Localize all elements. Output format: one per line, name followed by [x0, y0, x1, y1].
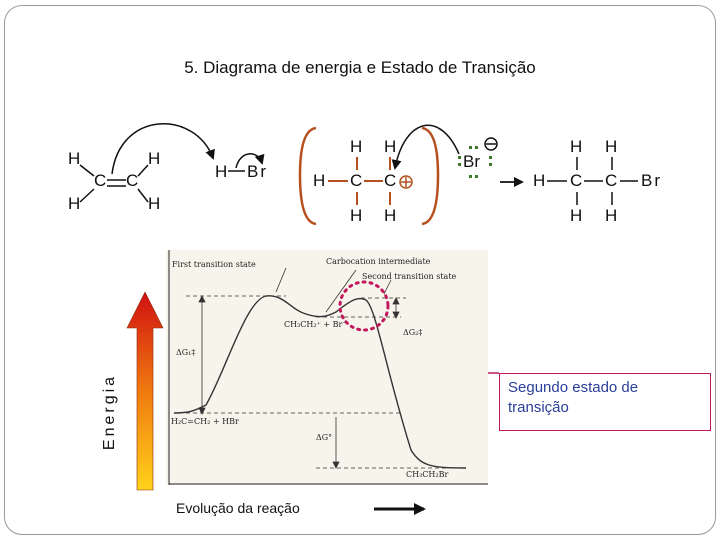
lone-pairs-icon — [458, 146, 492, 178]
label-first-ts: First transition state — [172, 260, 256, 269]
ethylene-bonds — [79, 164, 149, 203]
slide-title: 5. Diagrama de energia e Estado de Trans… — [184, 58, 536, 77]
atom-h: H — [570, 137, 583, 156]
atom-h: H — [350, 206, 363, 225]
atom-h: H — [148, 194, 161, 213]
curved-arrow-br-to-cation — [391, 124, 460, 170]
callout-text: Segundo estado de transição — [508, 379, 639, 416]
energy-gradient-arrow — [126, 291, 164, 491]
label-intermediate: CH₃CH₂⁺ + Br⁻ — [284, 320, 347, 329]
label-carbocation: Carbocation intermediate — [326, 257, 431, 266]
atom-h: H — [68, 149, 81, 168]
atom-c: C — [126, 171, 139, 190]
bracket-right — [421, 126, 440, 226]
atom-c: C — [350, 171, 363, 190]
atom-h: H — [570, 206, 583, 225]
label-reactants: H₂C=CH₂ + HBr — [171, 417, 239, 426]
energy-axis-label: Energia — [101, 373, 118, 451]
label-dg1: ΔG₁‡ — [176, 348, 196, 357]
product-bonds — [547, 157, 638, 205]
callout-box: Segundo estado de transição — [499, 373, 711, 431]
atom-h: H — [350, 137, 363, 156]
second-ts-highlight — [338, 280, 390, 332]
atom-h: H — [384, 206, 397, 225]
atom-br: Br — [463, 152, 480, 171]
atom-h: H — [605, 206, 618, 225]
carbocation-bonds — [328, 157, 391, 205]
negative-charge-icon — [484, 137, 498, 151]
energy-diagram: First transition state Carbocation inter… — [166, 250, 488, 485]
label-second-ts: Second transition state — [362, 272, 457, 281]
atom-h: H — [533, 171, 546, 190]
atom-h: H — [313, 171, 326, 190]
label-dg0: ΔG° — [316, 433, 333, 442]
curved-arrow-bond-to-br — [235, 153, 265, 169]
curved-arrow-pi-to-h — [111, 123, 215, 175]
atom-c: C — [605, 171, 618, 190]
energy-diagram-svg — [168, 250, 488, 485]
label-dg2: ΔG₂‡ — [403, 328, 423, 337]
reaction-profile-curve — [173, 295, 467, 469]
atom-h: H — [68, 194, 81, 213]
atom-br: Br — [247, 162, 268, 181]
bracket-left — [298, 126, 317, 226]
x-axis-label: Evolução da reação — [176, 500, 300, 516]
positive-charge-icon — [399, 175, 413, 189]
atom-h: H — [215, 162, 228, 181]
atom-c: C — [384, 171, 397, 190]
atom-h: H — [148, 149, 161, 168]
atom-c: C — [94, 171, 107, 190]
atom-br: Br — [641, 171, 662, 190]
atom-c: C — [570, 171, 583, 190]
atom-h: H — [384, 137, 397, 156]
label-product: CH₃CH₂Br — [406, 470, 449, 479]
atom-h: H — [605, 137, 618, 156]
